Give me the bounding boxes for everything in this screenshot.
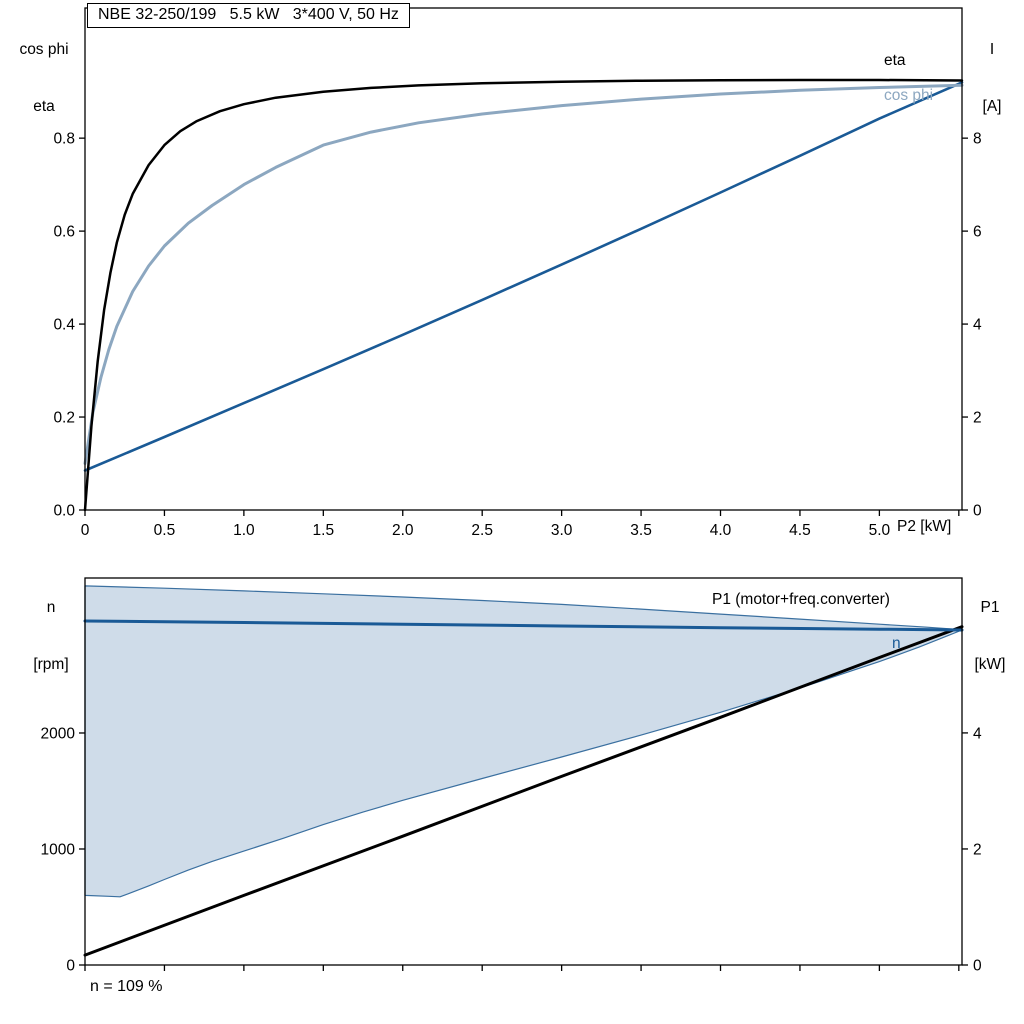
right-tick-label: 2 [973, 841, 982, 858]
p1-motor-freq-converter-curve [83, 625, 964, 957]
x-tick-label: 4.5 [789, 522, 811, 539]
left-tick-label: 0.0 [53, 503, 75, 520]
top-right-axis-unit: I [A] [966, 2, 1018, 154]
eta-series-label: eta [884, 52, 906, 69]
right-tick-label: 0 [973, 503, 982, 520]
x-tick-label: 0 [81, 522, 90, 539]
plot-frame [84, 577, 963, 966]
x-tick-label: 5.0 [869, 522, 891, 539]
current-unit-label: [A] [982, 98, 1002, 115]
speed-unit-label: [rpm] [33, 656, 69, 673]
x-axis-label: P2 [kW] [897, 518, 952, 535]
current-axis-label: I [989, 41, 995, 58]
right-tick-label: 6 [973, 224, 982, 241]
left-tick-label: 0.4 [53, 317, 75, 334]
p1-axis-label: P1 [980, 599, 1000, 616]
n-curve [83, 619, 964, 632]
speed-operating-range-area [84, 585, 963, 898]
left-tick-label: 0 [66, 958, 75, 975]
left-tick-label: 0.6 [53, 224, 75, 241]
bottom-right-axis-unit: P1 [kW] [962, 560, 1018, 712]
right-tick-label: 4 [973, 725, 982, 742]
top-left-axis-unit: cos phi eta [6, 2, 82, 154]
bottom-left-axis-unit: n [rpm] [18, 560, 84, 712]
cos-phi-series-label: cos phi [884, 87, 934, 104]
x-tick-label: 1.5 [313, 522, 335, 539]
i-curve [83, 81, 964, 472]
x-tick-label: 2.5 [471, 522, 493, 539]
p1-unit-label: [kW] [974, 656, 1006, 673]
right-tick-label: 0 [973, 958, 982, 975]
x-tick-label: 3.5 [630, 522, 652, 539]
right-tick-label: 4 [973, 317, 982, 334]
x-tick-label: 0.5 [154, 522, 176, 539]
p1-series-label: P1 (motor+freq.converter) [712, 591, 890, 608]
x-tick-label: 4.0 [710, 522, 732, 539]
plot-frame [84, 7, 963, 511]
left-tick-label: 0.2 [53, 410, 75, 427]
n-series-label: n [892, 635, 901, 652]
eta-axis-label: eta [33, 98, 55, 115]
left-tick-label: 2000 [41, 725, 76, 742]
x-tick-label: 3.0 [551, 522, 573, 539]
eta-curve [83, 78, 964, 512]
left-tick-label: 1000 [41, 841, 76, 858]
left-tick-label: 0.8 [53, 131, 75, 148]
right-tick-label: 8 [973, 131, 982, 148]
cos-phi-axis-label: cos phi [19, 41, 69, 58]
speed-axis-label: n [46, 599, 56, 616]
chart-title-box: NBE 32-250/199 5.5 kW 3*400 V, 50 Hz [87, 3, 410, 28]
x-tick-label: 1.0 [233, 522, 255, 539]
speed-percentage-annotation: n = 109 % [90, 978, 163, 995]
right-tick-label: 2 [973, 410, 982, 427]
cos-phi-curve [83, 83, 964, 465]
x-tick-label: 2.0 [392, 522, 414, 539]
